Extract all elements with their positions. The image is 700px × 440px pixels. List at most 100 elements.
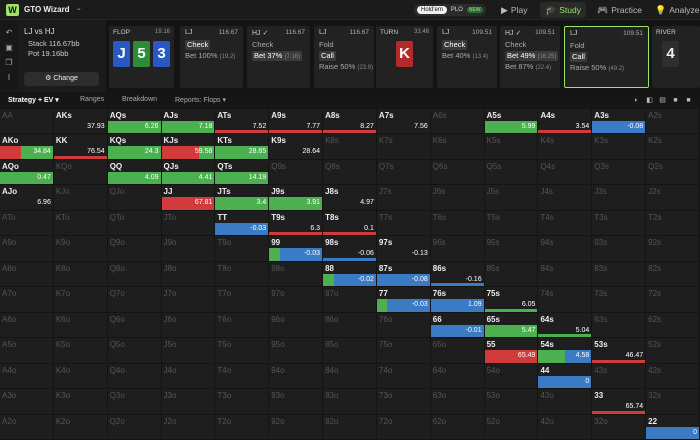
hand-cell[interactable]: TT -0.03	[215, 210, 269, 236]
step-action[interactable]: Raise 50% (49.2)	[570, 63, 624, 73]
hand-cell[interactable]: Q8s	[323, 159, 376, 185]
hand-cell[interactable]: K4s	[538, 134, 592, 159]
hand-cell[interactable]: 53s 46.47	[592, 338, 646, 363]
hand-cell[interactable]: 84o	[323, 363, 376, 389]
hand-cell[interactable]: T8s 0.1	[323, 210, 376, 236]
hand-cell[interactable]: K8o	[53, 261, 107, 287]
hand-cell[interactable]: 98s -0.06	[323, 236, 376, 261]
holdem-option[interactable]: Hold'em	[417, 6, 447, 14]
hand-cell[interactable]: ATo	[0, 210, 53, 236]
hand-cell[interactable]: K5o	[53, 338, 107, 363]
hand-cell[interactable]: A3s -0.08	[592, 109, 646, 134]
hand-cell[interactable]: 55 65.49	[484, 338, 538, 363]
hand-cell[interactable]: Q5o	[107, 338, 161, 363]
hand-cell[interactable]: 87s -0.08	[376, 261, 430, 287]
hand-cell[interactable]: Q7o	[107, 287, 161, 312]
hand-cell[interactable]: J2o	[161, 414, 215, 439]
hand-cell[interactable]: A6s	[430, 109, 484, 134]
action-step-3[interactable]: LJ 116.67 Fold Call Raise 50% (23.9)	[314, 26, 374, 88]
hand-cell[interactable]: AQo 0.47	[0, 159, 53, 185]
hand-cell[interactable]: K9o	[53, 236, 107, 261]
hand-cell[interactable]: T7s	[376, 210, 430, 236]
action-step-1[interactable]: LJ 116.67 Check Bet 100% (19.2)	[180, 26, 243, 88]
hand-cell[interactable]: K2s	[646, 134, 699, 159]
hand-cell[interactable]: 83o	[323, 389, 376, 414]
hand-cell[interactable]: T5s	[484, 210, 538, 236]
hand-cell[interactable]: T4s	[538, 210, 592, 236]
hand-cell[interactable]: A4s 3.54	[538, 109, 592, 134]
hand-cell[interactable]: Q7s	[376, 159, 430, 185]
hand-cell[interactable]: T5o	[215, 338, 269, 363]
hand-cell[interactable]: 74o	[376, 363, 430, 389]
hand-cell[interactable]: Q6o	[107, 312, 161, 338]
hand-cell[interactable]: KJs 59.58	[161, 134, 215, 159]
hand-cell[interactable]: 82o	[323, 414, 376, 439]
hand-cell[interactable]: A2s	[646, 109, 699, 134]
hand-cell[interactable]: 52o	[484, 414, 538, 439]
hand-cell[interactable]: 94s	[538, 236, 592, 261]
brand-menu[interactable]: GTO Wizard	[24, 5, 70, 14]
hand-cell[interactable]: J3o	[161, 389, 215, 414]
hand-cell[interactable]: Q2o	[107, 414, 161, 439]
hand-cell[interactable]: 99 -0.03	[269, 236, 323, 261]
hand-cell[interactable]: AKs 37.93	[53, 109, 107, 134]
view-toggle-3-icon[interactable]: ▤	[659, 97, 666, 104]
hand-cell[interactable]: AQs 6.26	[107, 109, 161, 134]
view-toggle-1-icon[interactable]: ◐	[634, 97, 639, 104]
hand-cell[interactable]: KJo	[53, 185, 107, 210]
hand-cell[interactable]: Q2s	[646, 159, 699, 185]
step-action[interactable]: Bet 40% (13.4)	[442, 51, 488, 61]
hand-cell[interactable]: 62o	[430, 414, 484, 439]
hand-cell[interactable]: K6o	[53, 312, 107, 338]
hand-cell[interactable]: JTo	[161, 210, 215, 236]
save-icon[interactable]: ▣	[5, 43, 13, 52]
hand-cell[interactable]: 73s	[592, 287, 646, 312]
hand-cell[interactable]: 63o	[430, 389, 484, 414]
hand-cell[interactable]: 82s	[646, 261, 699, 287]
hand-cell[interactable]: AJs 7.18	[161, 109, 215, 134]
step-action[interactable]: Bet 87% (22.4)	[505, 62, 551, 72]
hand-cell[interactable]: J8o	[161, 261, 215, 287]
hand-cell[interactable]: K3o	[53, 389, 107, 414]
step-action[interactable]: Call	[319, 51, 336, 61]
hand-cell[interactable]: 75o	[376, 338, 430, 363]
hand-cell[interactable]: 32s	[646, 389, 699, 414]
undo-icon[interactable]: ↶	[5, 28, 13, 37]
hand-cell[interactable]: J5s	[484, 185, 538, 210]
nav-study[interactable]: 🎓 Study	[540, 2, 586, 18]
hand-cell[interactable]: J9o	[161, 236, 215, 261]
text-cursor-icon[interactable]: I	[7, 73, 11, 82]
hand-cell[interactable]: 93o	[269, 389, 323, 414]
hand-cell[interactable]: Q5s	[484, 159, 538, 185]
step-action[interactable]: Check	[505, 40, 526, 50]
hand-cell[interactable]: K2o	[53, 414, 107, 439]
turn-board[interactable]: TURN 33.48 K	[376, 26, 433, 88]
tab-reports[interactable]: Reports: Flops ▾	[175, 97, 226, 104]
step-action[interactable]: Raise 50% (23.9)	[319, 62, 373, 72]
hand-cell[interactable]: K6s	[430, 134, 484, 159]
river-board[interactable]: RIVER 4	[652, 26, 700, 88]
hand-cell[interactable]: J9s 3.91	[269, 185, 323, 210]
step-action[interactable]: Fold	[570, 41, 585, 51]
hand-cell[interactable]: QTs 14.19	[215, 159, 269, 185]
hand-cell[interactable]: 66 -0.01	[430, 312, 484, 338]
hand-cell[interactable]: 64s 5.04	[538, 312, 592, 338]
hand-cell[interactable]: 86s -0.16	[430, 261, 484, 287]
flop-board[interactable]: FLOP 19.16 J 5 3	[109, 26, 174, 88]
action-step-2[interactable]: HJ ✓ 116.67 Check Bet 37% (7.16)	[247, 26, 310, 88]
hand-cell[interactable]: 86o	[323, 312, 376, 338]
hand-cell[interactable]: JTs 3.4	[215, 185, 269, 210]
hand-cell[interactable]: K7o	[53, 287, 107, 312]
hand-cell[interactable]: J7o	[161, 287, 215, 312]
hand-cell[interactable]: 54o	[484, 363, 538, 389]
hand-cell[interactable]: 92s	[646, 236, 699, 261]
step-action[interactable]: Bet 37% (7.16)	[252, 51, 303, 61]
hand-cell[interactable]: Q3o	[107, 389, 161, 414]
tab-breakdown[interactable]: Breakdown	[122, 96, 158, 103]
hand-cell[interactable]: A8s 8.27	[323, 109, 376, 134]
hand-cell[interactable]: Q9o	[107, 236, 161, 261]
hand-cell[interactable]: KQs 24.3	[107, 134, 161, 159]
plo-option[interactable]: PLO	[450, 7, 463, 13]
hand-cell[interactable]: T3o	[215, 389, 269, 414]
nav-analyze[interactable]: 💡 Analyze	[650, 2, 700, 18]
